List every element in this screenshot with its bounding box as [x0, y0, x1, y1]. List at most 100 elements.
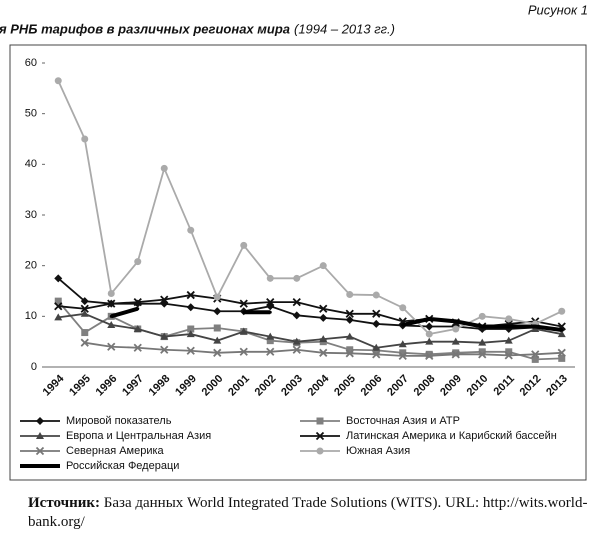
marker [372, 309, 381, 318]
series-line [57, 80, 563, 336]
marker [213, 307, 222, 316]
x-tick-label: 2000 [200, 373, 226, 399]
marker [109, 314, 113, 318]
marker [107, 299, 116, 308]
marker [557, 330, 566, 338]
marker [54, 274, 63, 283]
marker [80, 304, 89, 313]
x-tick-label: 1998 [147, 373, 173, 399]
y-tick-label: 50 [25, 108, 37, 120]
legend-label: Латинская Америка и Карибский бассейн [346, 430, 557, 442]
marker [505, 315, 513, 323]
marker [425, 351, 434, 360]
marker [240, 241, 248, 249]
marker [372, 343, 381, 351]
x-tick-label: 1999 [173, 373, 199, 399]
y-tick-label: 20 [25, 260, 37, 272]
marker [346, 346, 354, 354]
source-text: База данных World Integrated Trade Solut… [28, 495, 588, 530]
marker [319, 348, 328, 357]
marker [319, 262, 327, 270]
x-tick-label: 2003 [279, 373, 305, 399]
marker [133, 299, 142, 308]
marker [186, 330, 195, 338]
marker [81, 329, 89, 337]
marker [505, 348, 513, 356]
legend-marker [316, 417, 324, 425]
y-tick-label: 10 [25, 310, 37, 322]
marker [451, 350, 460, 359]
marker [478, 312, 486, 320]
marker [345, 332, 354, 340]
x-tick-label: 1996 [94, 373, 120, 399]
marker [346, 291, 354, 299]
x-tick-label: 2001 [226, 373, 252, 399]
marker [533, 324, 537, 328]
chart-frame [9, 44, 587, 481]
x-tick-label: 2007 [385, 373, 411, 399]
marker [292, 298, 301, 307]
marker [478, 350, 487, 359]
marker [427, 317, 431, 321]
marker [160, 332, 169, 340]
marker [213, 324, 221, 332]
marker [319, 335, 328, 343]
marker [242, 310, 246, 314]
marker [398, 340, 407, 348]
marker [239, 299, 248, 308]
marker [507, 324, 511, 328]
marker [399, 349, 407, 357]
marker [213, 348, 222, 357]
marker [478, 338, 487, 346]
marker [266, 347, 275, 356]
chart: Рисунок 1 Значения РНБ тарифов в различн… [0, 2, 588, 481]
series-line [57, 277, 562, 330]
x-tick-label: 1995 [67, 373, 93, 399]
marker [213, 336, 222, 344]
marker [293, 274, 301, 282]
legend-marker [316, 447, 324, 455]
marker [401, 323, 405, 327]
marker [107, 290, 115, 298]
marker [107, 342, 116, 351]
legend-marker [38, 464, 42, 468]
marker [266, 274, 274, 282]
marker [372, 291, 380, 299]
marker [478, 348, 486, 356]
marker [187, 226, 195, 234]
x-tick-label: 2013 [544, 373, 570, 399]
marker [80, 309, 89, 317]
marker [54, 313, 63, 321]
marker [133, 298, 142, 307]
x-tick-label: 2008 [412, 373, 438, 399]
marker [372, 319, 381, 328]
marker [504, 336, 513, 344]
marker [266, 332, 275, 340]
marker [372, 350, 381, 359]
x-tick-label: 1997 [120, 373, 146, 399]
chart-subtitle: (1994 – 2013 гг.) [294, 21, 395, 36]
marker [133, 325, 142, 332]
marker [186, 290, 195, 300]
marker [80, 338, 89, 347]
marker [160, 164, 168, 172]
x-tick-label: 1994 [41, 372, 67, 398]
legend-label: Южная Азия [346, 445, 410, 457]
chart-title: Значения РНБ тарифов в различных региона… [0, 21, 290, 36]
x-tick-label: 2011 [492, 373, 517, 398]
marker [186, 303, 195, 312]
marker [187, 325, 195, 333]
marker [425, 350, 433, 358]
y-tick-label: 40 [25, 158, 37, 170]
marker [558, 307, 566, 315]
x-tick-label: 2002 [253, 373, 279, 399]
marker [558, 354, 566, 362]
marker [160, 295, 169, 304]
marker [160, 345, 169, 354]
legend-marker [36, 432, 44, 439]
legend-marker [35, 446, 45, 456]
marker [480, 324, 484, 328]
source: Источник: База данных World Integrated T… [28, 494, 588, 532]
legend-label: Восточная Азия и АТР [346, 415, 460, 427]
